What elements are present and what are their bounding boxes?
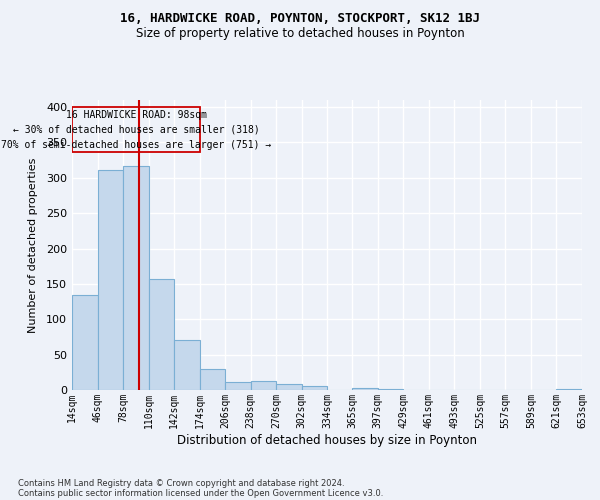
Text: Size of property relative to detached houses in Poynton: Size of property relative to detached ho… (136, 28, 464, 40)
Bar (98, 170, 123, 390)
Bar (200, 369, 225, 390)
Text: Contains HM Land Registry data © Crown copyright and database right 2024.: Contains HM Land Registry data © Crown c… (18, 478, 344, 488)
Bar (302, 386, 328, 390)
Bar (123, 166, 149, 390)
X-axis label: Distribution of detached houses by size in Poynton: Distribution of detached houses by size … (177, 434, 477, 446)
Text: 16, HARDWICKE ROAD, POYNTON, STOCKPORT, SK12 1BJ: 16, HARDWICKE ROAD, POYNTON, STOCKPORT, … (120, 12, 480, 26)
Bar (174, 340, 200, 390)
Bar (225, 382, 251, 390)
Bar (149, 279, 174, 390)
Bar (377, 388, 403, 390)
Y-axis label: Number of detached properties: Number of detached properties (28, 158, 38, 332)
Text: Contains public sector information licensed under the Open Government Licence v3: Contains public sector information licen… (18, 488, 383, 498)
Bar (251, 381, 277, 390)
Bar (73, 107, 200, 152)
Text: 70% of semi-detached houses are larger (751) →: 70% of semi-detached houses are larger (… (1, 140, 271, 150)
Text: ← 30% of detached houses are smaller (318): ← 30% of detached houses are smaller (31… (13, 124, 259, 134)
Bar (352, 388, 377, 390)
Text: 16 HARDWICKE ROAD: 98sqm: 16 HARDWICKE ROAD: 98sqm (65, 110, 206, 120)
Bar (277, 384, 302, 390)
Bar (72, 294, 98, 390)
